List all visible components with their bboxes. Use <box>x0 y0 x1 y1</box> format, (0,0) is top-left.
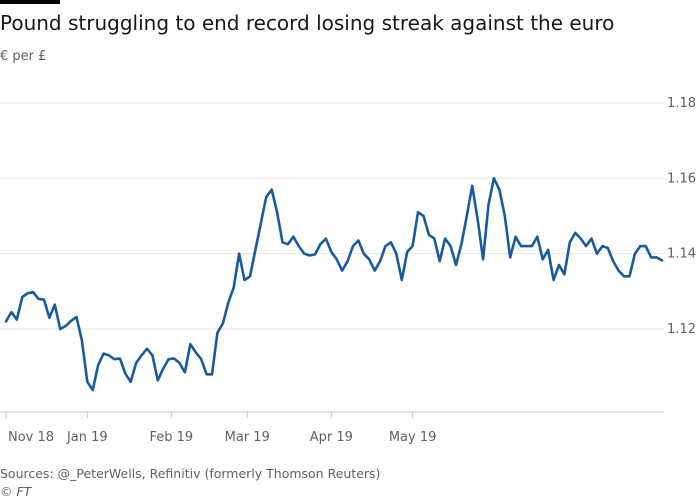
y-tick-label: 1.14 <box>667 247 696 262</box>
y-tick-label: 1.12 <box>667 322 696 337</box>
y-tick-label: 1.18 <box>667 96 696 111</box>
series-line-eur-per-gbp <box>4 177 664 392</box>
line-chart: 1.12 1.14 1.16 1.18 Nov 18 Jan 19 Feb 19 Mar 1… <box>0 96 696 445</box>
x-tick-label: May 19 <box>389 430 437 445</box>
gridlines <box>0 102 664 330</box>
x-tick-label: Feb 19 <box>150 430 194 445</box>
y-tick-label: 1.16 <box>667 171 696 186</box>
x-tick-label: Apr 19 <box>310 430 353 445</box>
x-tick-label: Mar 19 <box>225 430 270 445</box>
x-tick-label: Jan 19 <box>66 430 108 445</box>
source-note: Sources: @_PeterWells, Refinitiv (former… <box>0 466 381 481</box>
chart-unit-label: € per £ <box>0 49 47 64</box>
chart-title: Pound struggling to end record losing st… <box>0 11 615 35</box>
y-axis-tick-labels: 1.12 1.14 1.16 1.18 <box>667 96 696 337</box>
ft-credit: © FT <box>0 484 32 499</box>
x-tick-label: Nov 18 <box>8 430 54 445</box>
ft-top-bar <box>0 0 60 4</box>
x-axis-ticks: Nov 18 Jan 19 Feb 19 Mar 19 Apr 19 May 19 <box>5 412 437 445</box>
